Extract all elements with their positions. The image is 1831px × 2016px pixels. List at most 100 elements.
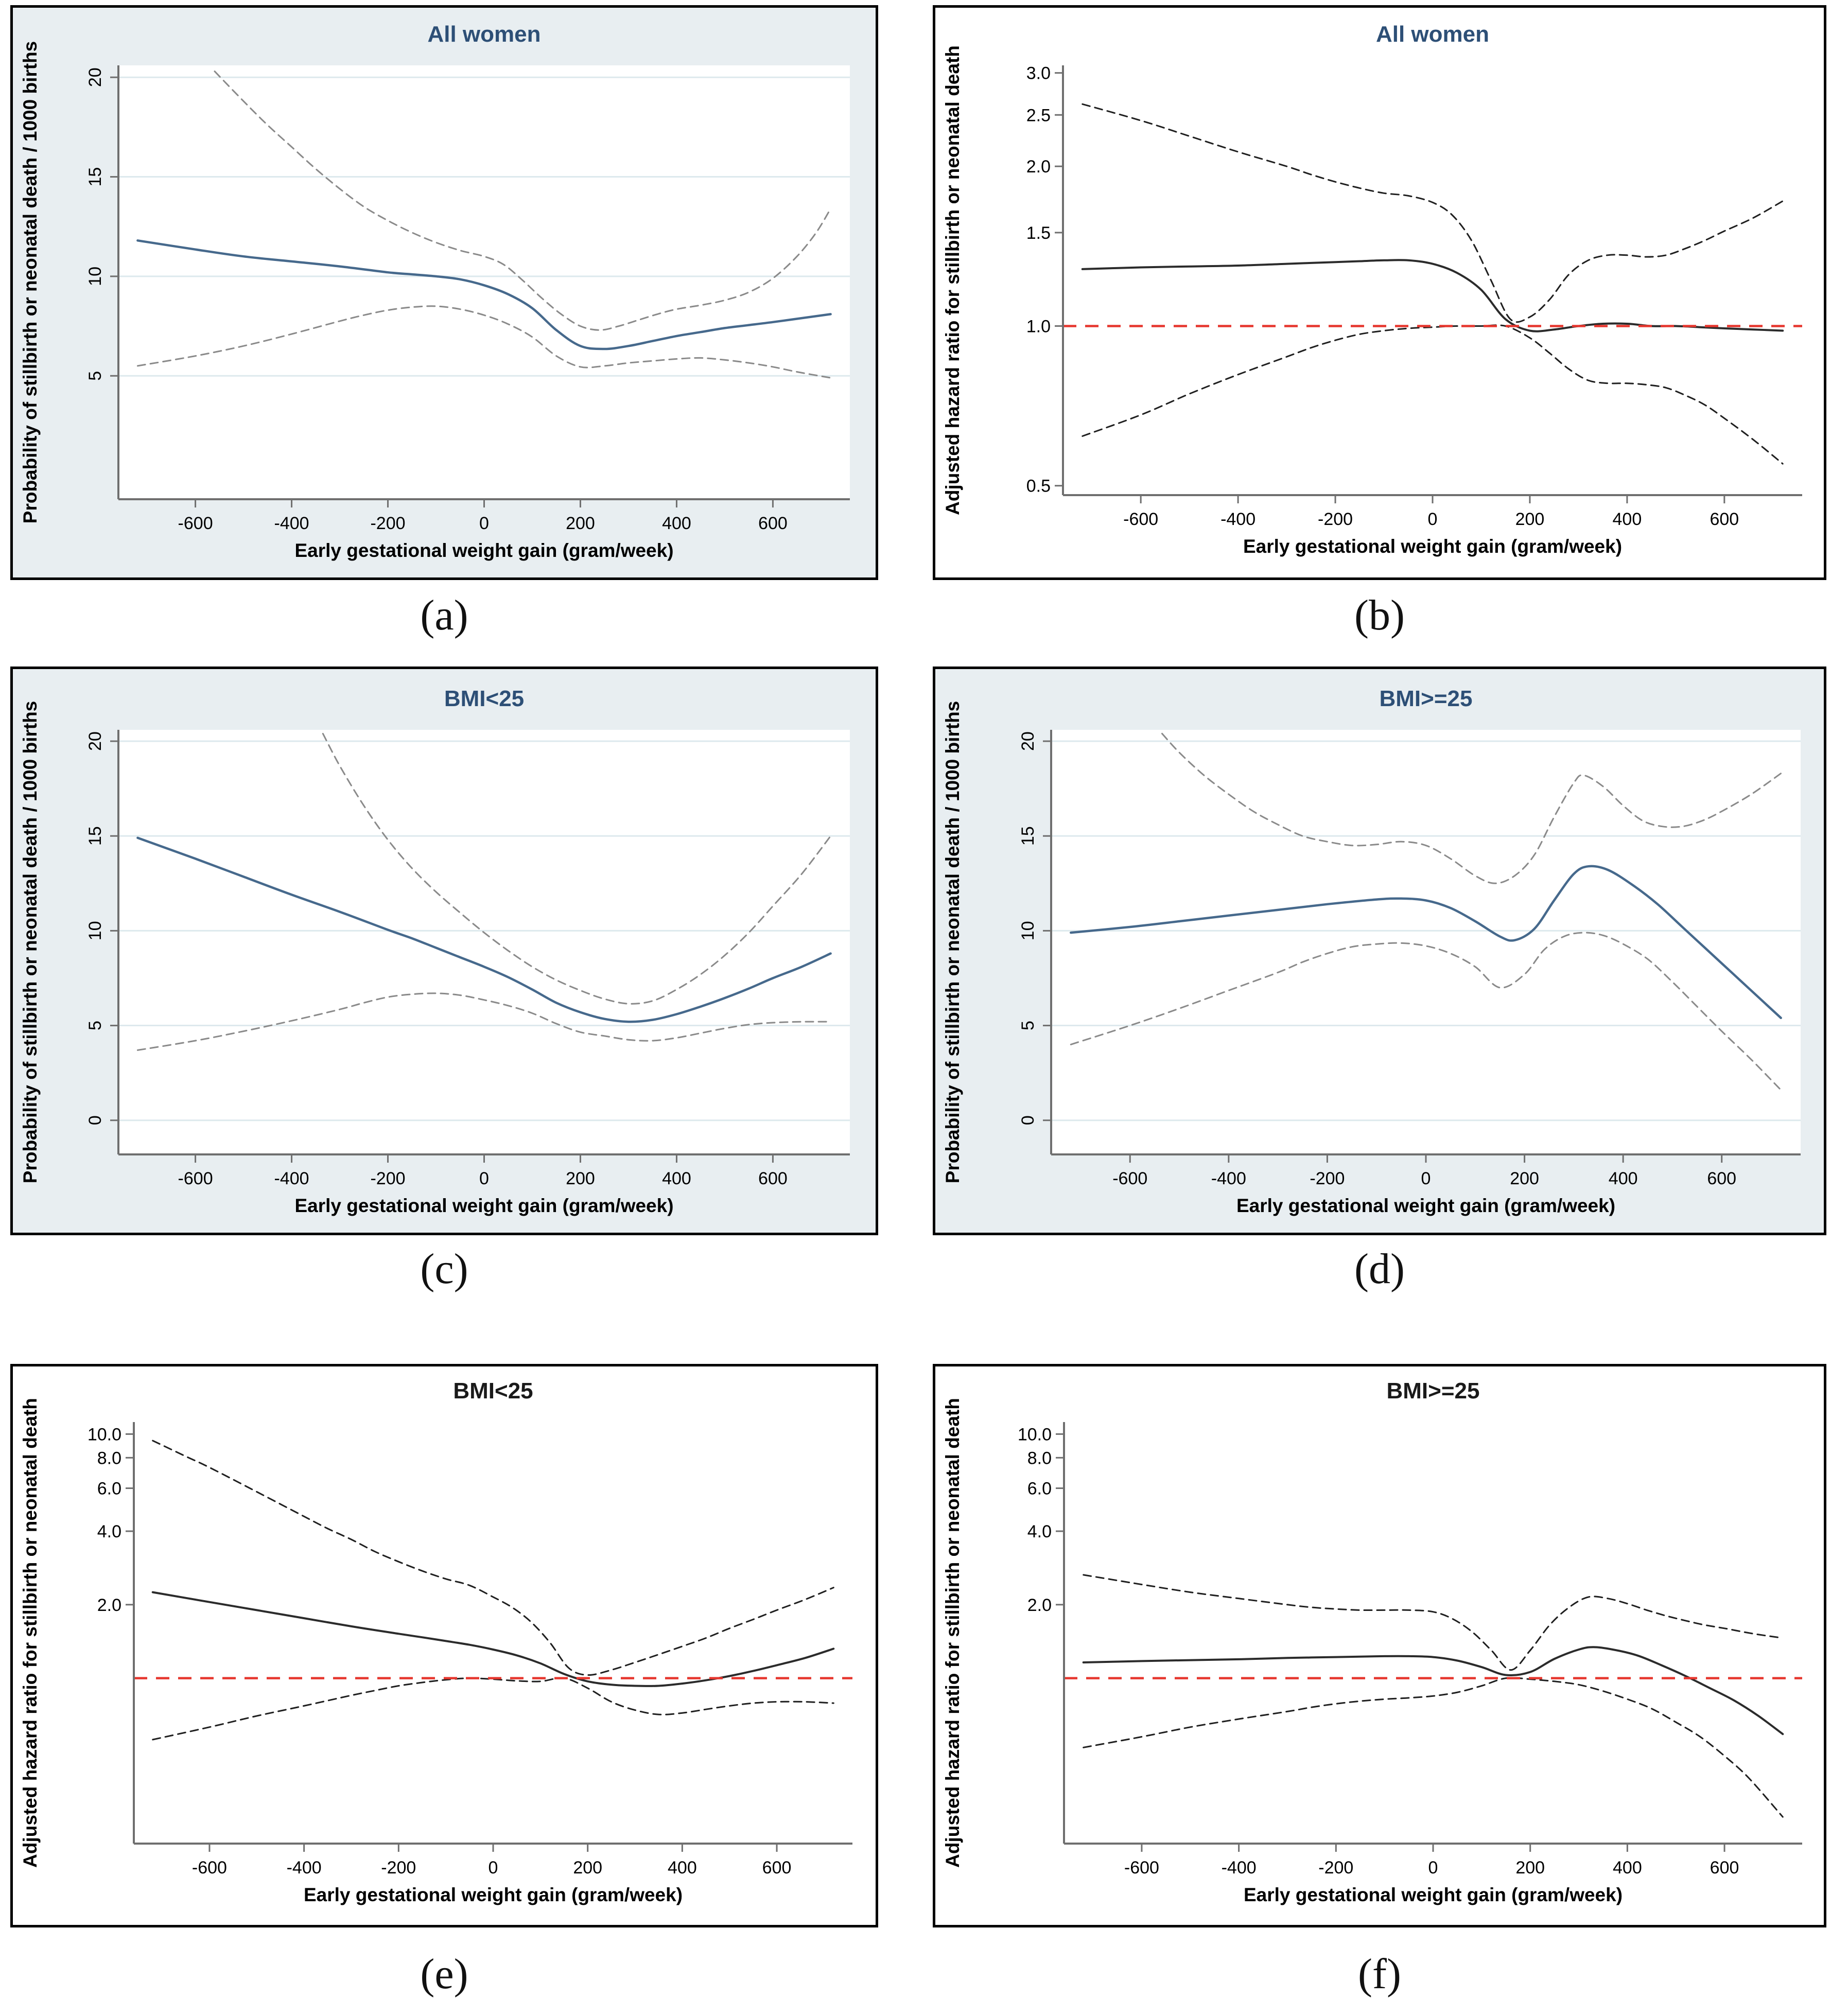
x-tick-label: 0	[479, 514, 489, 533]
x-tick-label: 400	[1609, 1169, 1638, 1188]
x-tick-label: -400	[1220, 510, 1255, 529]
x-tick-label: -200	[1310, 1169, 1345, 1188]
plot-area	[134, 1422, 852, 1844]
y-tick-label: 4.0	[1027, 1522, 1052, 1541]
chart-c: 0 5 10 15 20 -600 -400 -200 0 200 400 600 Early gest…	[13, 669, 876, 1233]
lower-95ci-line	[1070, 932, 1782, 1091]
x-tick-label: 400	[662, 514, 691, 533]
y-tick-label: 8.0	[97, 1448, 121, 1468]
y-tick-label: 10.0	[88, 1425, 121, 1444]
y-tick-label: 6.0	[1027, 1479, 1052, 1499]
x-tick-label: 0	[1421, 1169, 1431, 1188]
x-tick-label: 400	[662, 1169, 691, 1188]
estimate-line	[136, 836, 832, 1023]
estimate-line	[136, 239, 832, 350]
x-tick-label: 600	[758, 514, 788, 533]
x-tick-label: 600	[1710, 510, 1739, 529]
x-tick-label: -400	[1211, 1169, 1246, 1188]
x-tick-label: -200	[1318, 1858, 1353, 1878]
plot-area	[118, 730, 850, 1154]
y-tick-label: 20	[1018, 731, 1038, 751]
y-tick-label: 3.0	[1026, 64, 1051, 83]
y-tick-label: 15	[85, 167, 105, 187]
y-tick-label: 4.0	[97, 1522, 121, 1541]
x-tick-label: 0	[1428, 510, 1438, 529]
y-tick-label: 20	[85, 67, 105, 87]
x-axis-title: Early gestational weight gain (gram/week…	[1244, 1884, 1623, 1905]
chart-e: 2.0 4.0 6.0 8.0 10.0 -600 -400 -200 0 200 400 600 Ea…	[13, 1366, 876, 1925]
chart-title: BMI>=25	[1380, 686, 1473, 711]
y-axis-title: Adjusted hazard ratio for stillbirth or …	[20, 1398, 41, 1868]
upper-95ci-line	[1082, 103, 1784, 323]
x-tick-label: -400	[274, 514, 309, 533]
chart-a: 5 10 15 20 -600 -400 -200 0 200 400 600 Early gesta…	[13, 8, 876, 577]
x-axis-title: Early gestational weight gain (gram/week…	[1243, 536, 1622, 557]
x-tick-label: -600	[192, 1858, 227, 1878]
x-tick-label: -600	[178, 514, 213, 533]
estimate-line	[1070, 865, 1782, 1020]
y-tick-label: 10	[1018, 921, 1038, 940]
x-tick-label: 200	[566, 514, 595, 533]
x-tick-label: -200	[370, 1169, 405, 1188]
y-tick-label: 0.5	[1026, 477, 1051, 496]
x-tick-label: 200	[1510, 1169, 1539, 1188]
y-tick-label: 10	[85, 921, 105, 940]
y-axis-title: Probability of stillbirth or neonatal de…	[20, 701, 41, 1183]
x-tick-label: 600	[758, 1169, 788, 1188]
x-tick-label: 0	[1428, 1858, 1438, 1878]
panel-c-probability-bmi-under-25: 0 5 10 15 20 -600 -400 -200 0 200 400 600 Early gest…	[10, 667, 878, 1235]
y-tick-label: 2.0	[1027, 1596, 1052, 1615]
y-tick-label: 1.5	[1026, 223, 1051, 243]
caption-f: (f)	[1358, 1950, 1401, 1998]
lower-95ci-line	[1083, 1677, 1784, 1818]
panel-f-hazard-bmi-25-plus: 2.0 4.0 6.0 8.0 10.0 -600 -400 -200 0 200 400 600 Ea…	[933, 1364, 1826, 1927]
upper-95ci-line	[152, 1440, 834, 1676]
y-tick-label: 0	[1018, 1115, 1038, 1125]
lower-95ci-line	[152, 1677, 834, 1741]
panel-a-probability-all-women: 5 10 15 20 -600 -400 -200 0 200 400 600 Early gesta…	[10, 5, 878, 580]
panel-d-probability-bmi-25-plus: 0 5 10 15 20 -600 -400 -200 0 200 400 600 Early gest…	[933, 667, 1826, 1235]
plot-area	[118, 65, 850, 499]
y-tick-label: 15	[1018, 826, 1038, 846]
chart-title: All women	[1376, 22, 1489, 47]
x-tick-label: 0	[489, 1858, 498, 1878]
lower-95ci-line	[136, 992, 832, 1051]
chart-d: 0 5 10 15 20 -600 -400 -200 0 200 400 600 Early gest…	[935, 669, 1824, 1233]
y-tick-label: 20	[85, 731, 105, 751]
y-tick-label: 2.5	[1026, 106, 1051, 125]
y-tick-label: 8.0	[1027, 1448, 1052, 1468]
estimate-line	[1082, 1646, 1784, 1735]
estimate-line	[151, 1591, 835, 1687]
x-tick-label: -200	[370, 514, 405, 533]
y-tick-label: 2.0	[97, 1596, 121, 1615]
chart-f: 2.0 4.0 6.0 8.0 10.0 -600 -400 -200 0 200 400 600 Ea…	[935, 1366, 1824, 1925]
x-tick-label: -400	[1222, 1858, 1257, 1878]
y-axis-title: Adjusted hazard ratio for stillbirth or …	[942, 1398, 963, 1868]
x-tick-label: 400	[668, 1858, 697, 1878]
y-tick-label: 10.0	[1018, 1425, 1052, 1444]
x-tick-label: 400	[1613, 1858, 1642, 1878]
y-tick-label: 5	[1018, 1021, 1038, 1030]
x-tick-label: 200	[566, 1169, 595, 1188]
x-tick-label: 0	[479, 1169, 489, 1188]
plot-area	[1064, 1422, 1802, 1844]
chart-title: BMI<25	[453, 1378, 533, 1404]
y-tick-label: 5	[85, 371, 105, 381]
x-tick-label: 200	[573, 1858, 602, 1878]
x-tick-label: -400	[287, 1858, 322, 1878]
x-tick-label: 200	[1515, 510, 1545, 529]
x-tick-label: 600	[1710, 1858, 1739, 1878]
panel-b-hazard-all-women: 0.5 1.0 1.5 2.0 2.5 3.0 -600 -400 -200 0 200 400 600…	[933, 5, 1826, 580]
y-axis-title: Probability of stillbirth or neonatal de…	[20, 41, 41, 523]
y-axis-title: Probability of stillbirth or neonatal de…	[942, 701, 963, 1183]
x-axis-title: Early gestational weight gain (gram/week…	[1236, 1195, 1615, 1216]
caption-c: (c)	[420, 1245, 468, 1293]
x-tick-label: -200	[381, 1858, 416, 1878]
y-tick-label: 2.0	[1026, 157, 1051, 177]
y-tick-label: 10	[85, 267, 105, 286]
x-tick-label: 600	[1707, 1169, 1736, 1188]
y-tick-label: 5	[85, 1021, 105, 1030]
y-tick-label: 1.0	[1026, 317, 1051, 336]
chart-title: All women	[427, 22, 540, 47]
x-axis-title: Early gestational weight gain (gram/week…	[304, 1884, 683, 1905]
